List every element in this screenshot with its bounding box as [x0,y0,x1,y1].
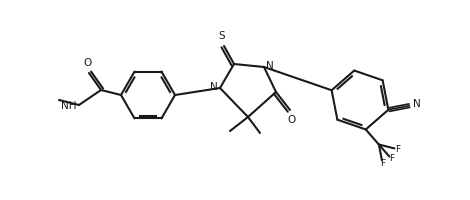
Text: S: S [219,31,225,41]
Text: NH: NH [62,101,77,111]
Text: O: O [84,58,92,68]
Text: F: F [395,145,400,154]
Text: F: F [389,154,394,163]
Text: N: N [210,82,218,92]
Text: N: N [266,61,274,71]
Text: F: F [380,159,385,168]
Text: N: N [413,99,421,109]
Text: O: O [287,115,295,125]
